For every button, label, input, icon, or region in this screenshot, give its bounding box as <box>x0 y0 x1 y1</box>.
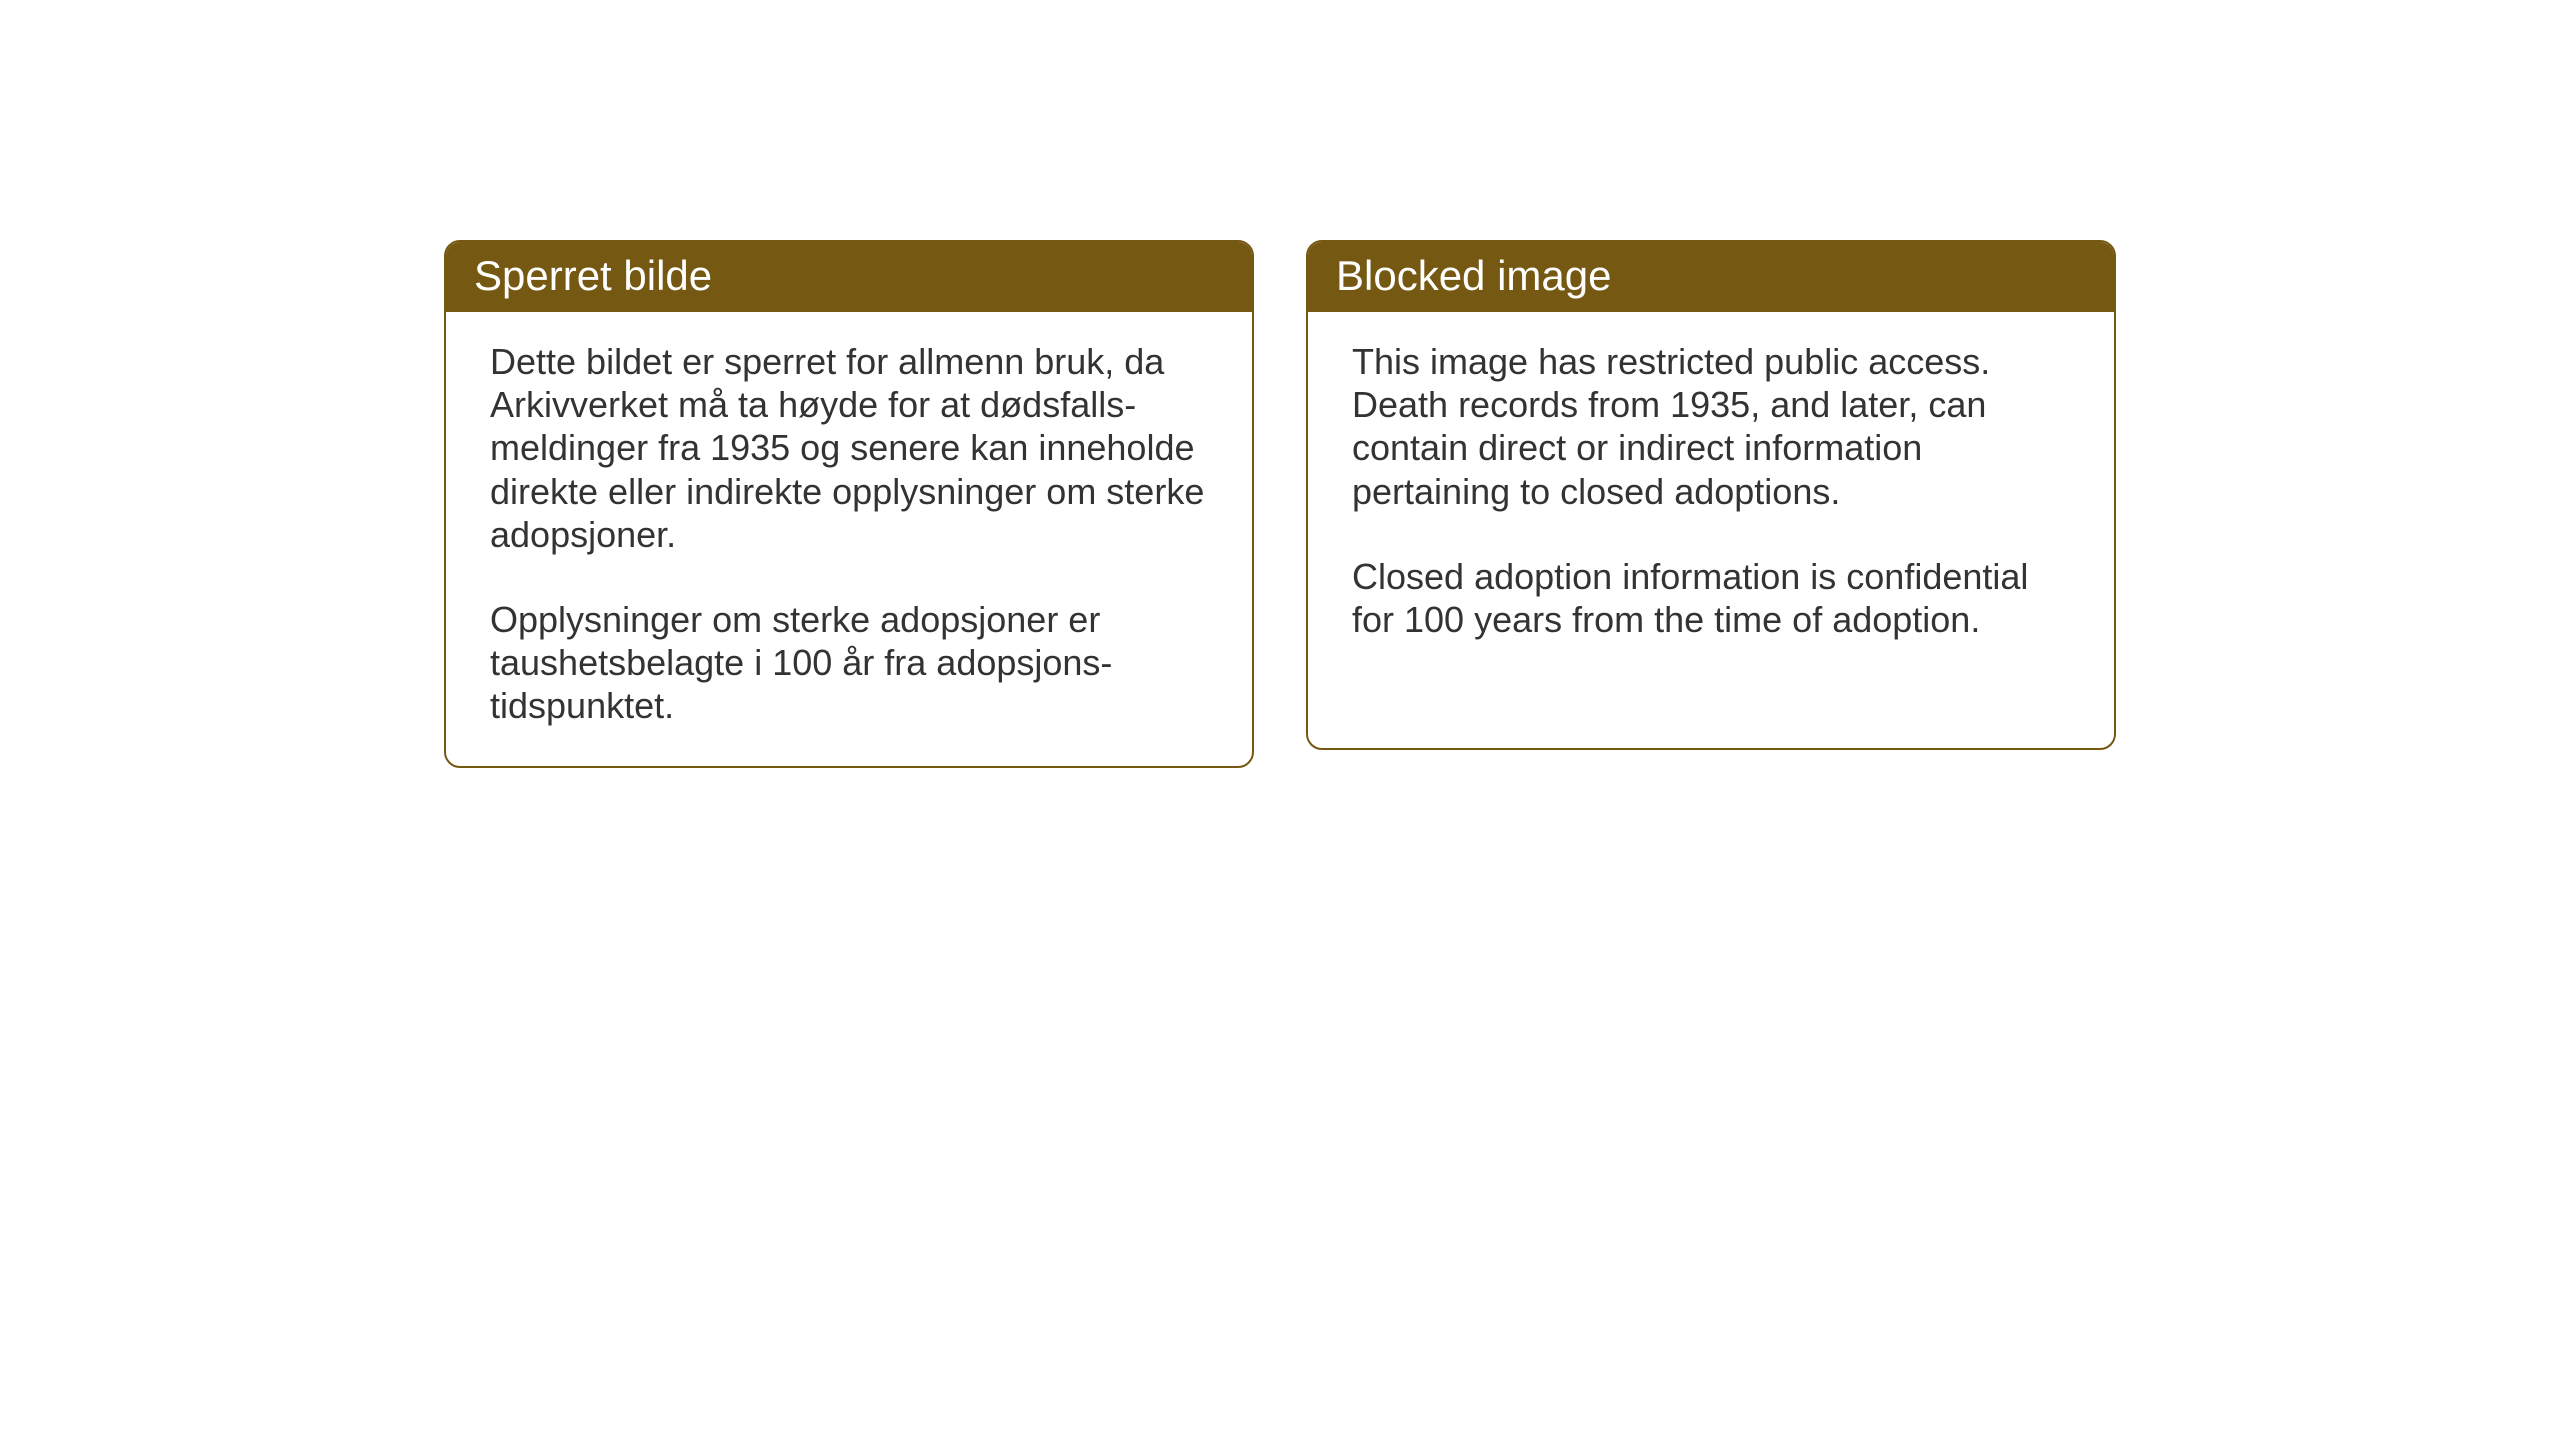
norwegian-paragraph-1: Dette bildet er sperret for allmenn bruk… <box>490 340 1208 556</box>
norwegian-notice-card: Sperret bilde Dette bildet er sperret fo… <box>444 240 1254 768</box>
english-card-title: Blocked image <box>1308 242 2114 312</box>
english-card-body: This image has restricted public access.… <box>1308 312 2114 679</box>
english-notice-card: Blocked image This image has restricted … <box>1306 240 2116 750</box>
english-paragraph-2: Closed adoption information is confident… <box>1352 555 2070 641</box>
norwegian-card-title: Sperret bilde <box>446 242 1252 312</box>
english-paragraph-1: This image has restricted public access.… <box>1352 340 2070 513</box>
notice-container: Sperret bilde Dette bildet er sperret fo… <box>444 240 2116 768</box>
norwegian-card-body: Dette bildet er sperret for allmenn bruk… <box>446 312 1252 766</box>
norwegian-paragraph-2: Opplysninger om sterke adopsjoner er tau… <box>490 598 1208 728</box>
